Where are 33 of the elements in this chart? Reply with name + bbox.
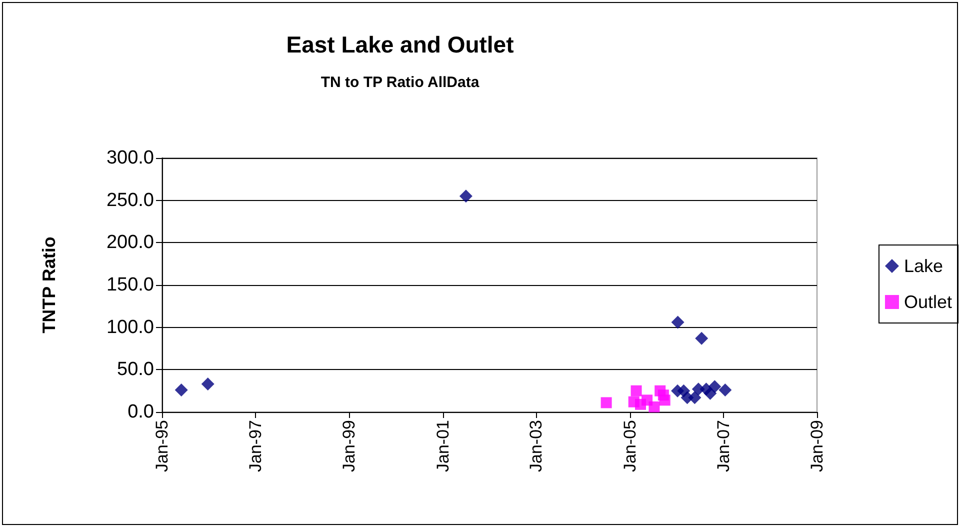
point <box>459 190 472 203</box>
point <box>659 394 670 406</box>
point <box>201 378 214 391</box>
y-tick-label: 250.0 <box>106 190 154 211</box>
point <box>671 316 684 329</box>
y-tick-label: 300.0 <box>106 148 154 168</box>
legend-label: Lake <box>904 256 944 276</box>
point <box>708 380 722 394</box>
y-tick-label: 50.0 <box>117 359 154 380</box>
x-tick-label: Jan-97 <box>246 420 266 472</box>
point <box>648 401 660 412</box>
point <box>704 386 717 400</box>
x-tick-label: Jan-99 <box>340 420 359 472</box>
point <box>718 383 732 396</box>
x-tick-label: Jan-03 <box>526 420 546 472</box>
point <box>600 397 612 408</box>
y-tick-label: 150.0 <box>106 274 154 296</box>
point <box>174 383 188 396</box>
point <box>695 332 708 345</box>
y-tick-label: 0.0 <box>128 402 154 422</box>
y-tick-label: 100.0 <box>106 316 154 338</box>
legend-label: Outlet <box>904 292 952 312</box>
chart-title: East Lake and Outlet <box>286 32 514 58</box>
point <box>688 391 702 404</box>
chart-subtitle: TN to TP Ratio AllData <box>320 74 480 91</box>
x-tick-label: Jan-01 <box>433 420 452 472</box>
y-axis-title: TNTP Ratio <box>39 236 59 334</box>
x-tick-label: Jan-95 <box>152 420 172 472</box>
x-tick-label: Jan-05 <box>620 420 640 472</box>
x-tick-label: Jan-07 <box>714 420 733 472</box>
x-tick-label: Jan-09 <box>808 420 826 472</box>
point <box>630 385 642 396</box>
y-tick-label: 200.0 <box>106 232 154 254</box>
